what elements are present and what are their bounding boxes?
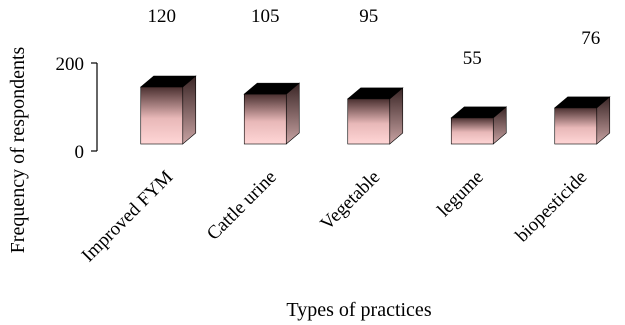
bar-2 <box>243 82 301 145</box>
bar-front-face <box>243 93 287 145</box>
bar-front-face <box>554 107 598 145</box>
category-labels: Improved FYM Cattle urine Vegetable legume b… <box>78 167 592 267</box>
bar-front-face <box>450 117 494 145</box>
category-label-2: Cattle urine <box>203 167 281 245</box>
bars <box>139 75 611 145</box>
category-label-4: legume <box>433 167 487 221</box>
data-label-2: 105 <box>251 6 280 27</box>
data-label-3: 95 <box>359 6 378 27</box>
bar-side-face <box>182 75 197 145</box>
bar-3 <box>346 87 404 145</box>
y-axis-title: Frequency of respondents <box>7 46 29 253</box>
bar-1 <box>139 75 197 145</box>
category-label-1: Improved FYM <box>78 167 178 267</box>
x-axis-title: Types of practices <box>286 299 431 321</box>
y-tick-label-200: 200 <box>56 54 85 75</box>
axes: 200 0 <box>56 54 98 163</box>
category-label-5: biopesticide <box>512 167 592 247</box>
data-label-4: 55 <box>463 48 482 69</box>
bar-front-face <box>140 86 184 145</box>
y-tick-label-0: 0 <box>75 142 85 163</box>
data-labels: 120 105 95 55 76 <box>148 6 601 69</box>
bar-4 <box>450 106 508 145</box>
bar-5 <box>553 96 611 145</box>
category-label-3: Vegetable <box>316 167 384 235</box>
data-label-5: 76 <box>581 28 600 49</box>
bar-side-face <box>285 82 300 145</box>
data-label-1: 120 <box>148 6 177 27</box>
bar-front-face <box>347 98 391 145</box>
